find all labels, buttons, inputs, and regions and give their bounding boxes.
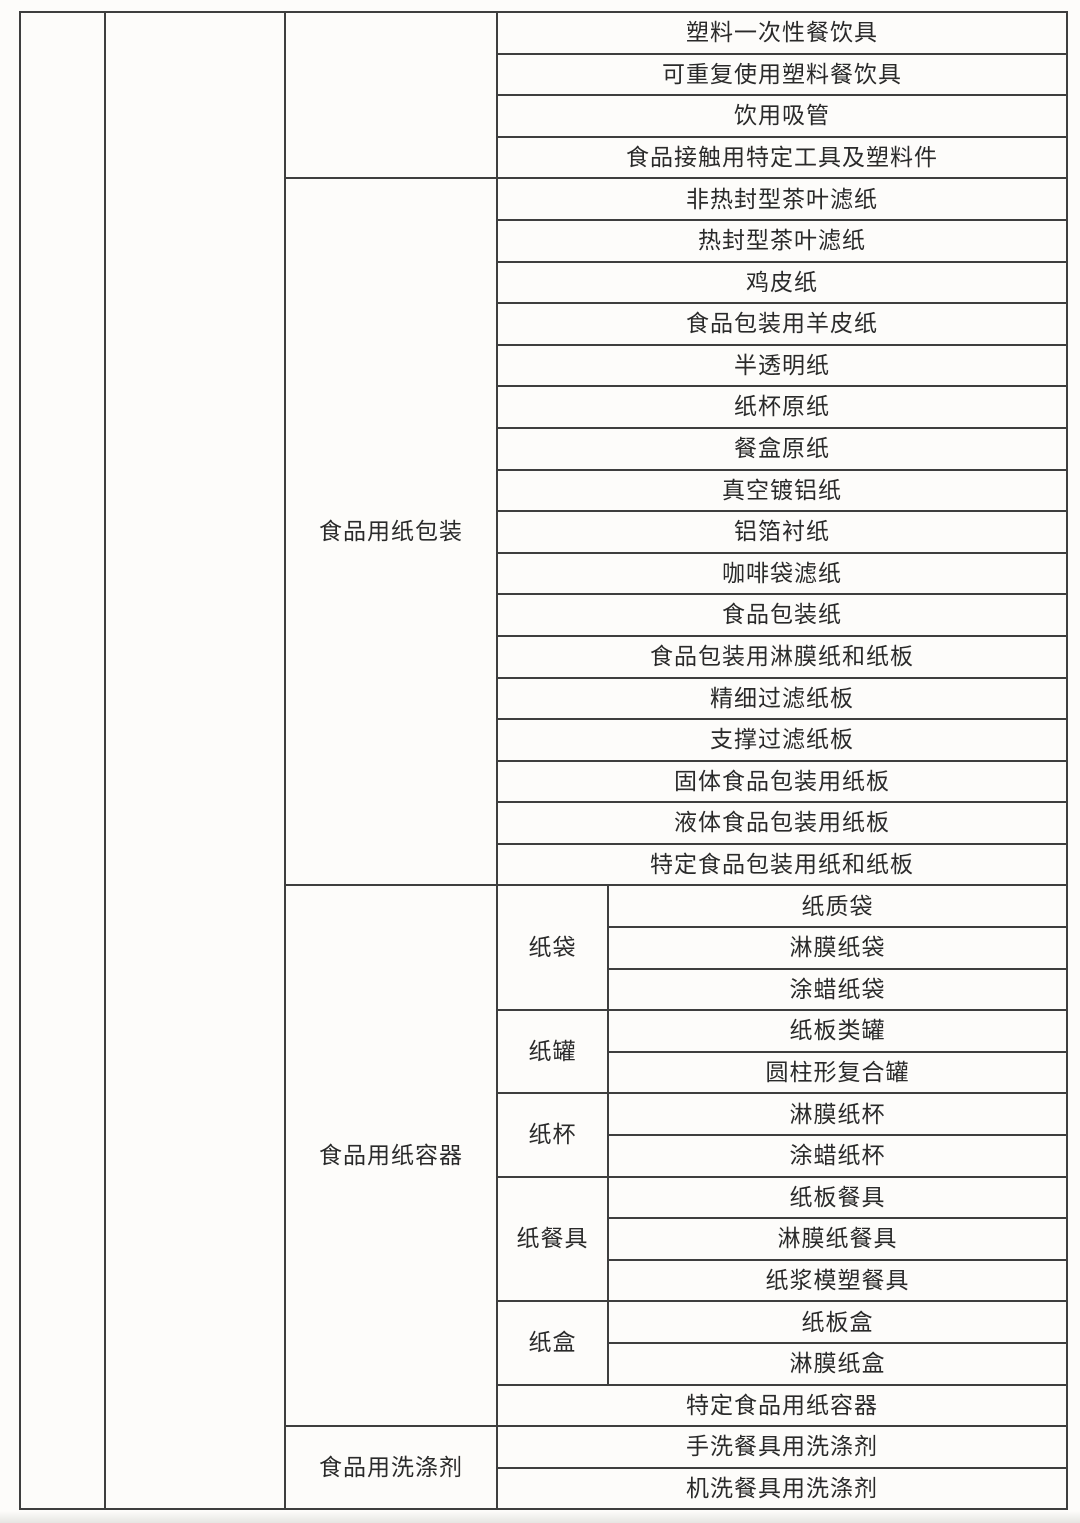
table-row: 纸杯原纸 bbox=[20, 385, 1068, 429]
item-cell: 液体食品包装用纸板 bbox=[496, 801, 1068, 845]
item-cell: 可重复使用塑料餐饮具 bbox=[496, 52, 1068, 97]
category-cell-paper-containers: 食品用纸容器 bbox=[284, 884, 498, 1428]
item-cell: 特定食品包装用纸和纸板 bbox=[496, 842, 1068, 887]
item-cell: 咖啡袋滤纸 bbox=[496, 551, 1068, 596]
item-cell: 塑料一次性餐饮具 bbox=[496, 11, 1068, 55]
table-row: 食品用纸容器 纸袋 纸质袋 bbox=[20, 884, 1068, 1428]
table-row: 食品包装用羊皮纸 bbox=[20, 302, 1068, 346]
table-row: 塑料一次性餐饮具 bbox=[19, 10, 1068, 1511]
item-cell: 纸板盒 bbox=[607, 1300, 1068, 1344]
item-cell: 餐盒原纸 bbox=[496, 426, 1068, 471]
item-cell: 食品接触用特定工具及塑料件 bbox=[496, 135, 1068, 180]
item-cell: 铝箔衬纸 bbox=[496, 510, 1068, 554]
item-cell: 鸡皮纸 bbox=[496, 260, 1068, 305]
subcategory-cell-paper-can: 纸罐 bbox=[496, 1009, 609, 1095]
item-cell: 食品包装纸 bbox=[496, 593, 1068, 637]
item-cell: 淋膜纸盒 bbox=[607, 1342, 1068, 1386]
table-row: 纸餐具 纸板餐具 bbox=[20, 1175, 1068, 1303]
subcategory-cell-paper-cup: 纸杯 bbox=[496, 1092, 609, 1178]
table-row: 食品用洗涤剂 手洗餐具用洗涤剂 bbox=[20, 1425, 1068, 1511]
item-cell: 淋膜纸餐具 bbox=[607, 1217, 1068, 1261]
table-row: 食品接触用特定工具及塑料件 bbox=[20, 135, 1068, 180]
item-cell: 纸质袋 bbox=[607, 884, 1068, 929]
item-cell: 淋膜纸袋 bbox=[607, 926, 1068, 970]
table-row: 机洗餐具用洗涤剂 bbox=[20, 1466, 1068, 1511]
item-cell: 纸浆模塑餐具 bbox=[607, 1258, 1068, 1303]
left-empty-column-1 bbox=[19, 10, 106, 1511]
table-row: 淋膜纸袋 bbox=[20, 926, 1068, 970]
table-row: 纸罐 纸板类罐 bbox=[20, 1009, 1068, 1095]
item-cell: 食品包装用淋膜纸和纸板 bbox=[496, 634, 1068, 679]
item-cell: 固体食品包装用纸板 bbox=[496, 759, 1068, 804]
category-cell-empty bbox=[284, 10, 498, 180]
table-row: 食品包装纸 bbox=[20, 593, 1068, 637]
table-row: 纸盒 纸板盒 bbox=[20, 1300, 1068, 1386]
table-row: 铝箔衬纸 bbox=[20, 510, 1068, 554]
subcategory-cell-paper-bag: 纸袋 bbox=[496, 884, 609, 1012]
table-row: 液体食品包装用纸板 bbox=[20, 801, 1068, 845]
item-cell: 涂蜡纸袋 bbox=[607, 967, 1068, 1012]
table-row: 食品用纸包装 非热封型茶叶滤纸 bbox=[20, 177, 1068, 887]
item-cell: 半透明纸 bbox=[496, 343, 1068, 388]
table-row: 淋膜纸盒 bbox=[20, 1342, 1068, 1386]
item-cell: 饮用吸管 bbox=[496, 94, 1068, 138]
table-row: 特定食品包装用纸和纸板 bbox=[20, 842, 1068, 887]
item-cell: 真空镀铝纸 bbox=[496, 468, 1068, 513]
item-cell: 手洗餐具用洗涤剂 bbox=[496, 1425, 1068, 1469]
item-cell: 纸板类罐 bbox=[607, 1009, 1068, 1053]
table-row: 纸杯 淋膜纸杯 bbox=[20, 1092, 1068, 1178]
item-cell: 非热封型茶叶滤纸 bbox=[496, 177, 1068, 221]
item-cell: 纸板餐具 bbox=[607, 1175, 1068, 1220]
table-row: 涂蜡纸杯 bbox=[20, 1134, 1068, 1178]
category-cell-paper-packaging: 食品用纸包装 bbox=[284, 177, 498, 887]
category-cell-detergent: 食品用洗涤剂 bbox=[284, 1425, 498, 1511]
table-row: 固体食品包装用纸板 bbox=[20, 759, 1068, 804]
item-cell: 特定食品用纸容器 bbox=[496, 1383, 1068, 1428]
table-row: 涂蜡纸袋 bbox=[20, 967, 1068, 1012]
item-cell: 淋膜纸杯 bbox=[607, 1092, 1068, 1137]
item-cell: 食品包装用羊皮纸 bbox=[496, 302, 1068, 346]
item-cell: 精细过滤纸板 bbox=[496, 676, 1068, 721]
table-row: 真空镀铝纸 bbox=[20, 468, 1068, 513]
left-empty-column-2 bbox=[104, 10, 286, 1511]
table-row: 可重复使用塑料餐饮具 bbox=[20, 52, 1068, 97]
subcategory-cell-paper-tableware: 纸餐具 bbox=[496, 1175, 609, 1303]
table-row: 特定食品用纸容器 bbox=[20, 1383, 1068, 1428]
table-row: 半透明纸 bbox=[20, 343, 1068, 388]
item-cell: 热封型茶叶滤纸 bbox=[496, 218, 1068, 263]
table-row: 支撑过滤纸板 bbox=[20, 718, 1068, 762]
table-row: 精细过滤纸板 bbox=[20, 676, 1068, 721]
table-row: 食品包装用淋膜纸和纸板 bbox=[20, 634, 1068, 679]
table-row: 餐盒原纸 bbox=[20, 426, 1068, 471]
table-row: 圆柱形复合罐 bbox=[20, 1050, 1068, 1095]
table-row: 淋膜纸餐具 bbox=[20, 1217, 1068, 1261]
item-cell: 涂蜡纸杯 bbox=[607, 1134, 1068, 1178]
subcategory-cell-paper-box: 纸盒 bbox=[496, 1300, 609, 1386]
item-cell: 圆柱形复合罐 bbox=[607, 1050, 1068, 1095]
item-cell: 机洗餐具用洗涤剂 bbox=[496, 1466, 1068, 1511]
product-category-table: 塑料一次性餐饮具 可重复使用塑料餐饮具 饮用吸管 食品接触用特定工具及塑料件 食… bbox=[19, 10, 1068, 1511]
table-row: 咖啡袋滤纸 bbox=[20, 551, 1068, 596]
item-cell: 支撑过滤纸板 bbox=[496, 718, 1068, 762]
table-row: 饮用吸管 bbox=[20, 94, 1068, 138]
table-row: 鸡皮纸 bbox=[20, 260, 1068, 305]
table-row: 纸浆模塑餐具 bbox=[20, 1258, 1068, 1303]
table-row: 热封型茶叶滤纸 bbox=[20, 218, 1068, 263]
item-cell: 纸杯原纸 bbox=[496, 385, 1068, 429]
